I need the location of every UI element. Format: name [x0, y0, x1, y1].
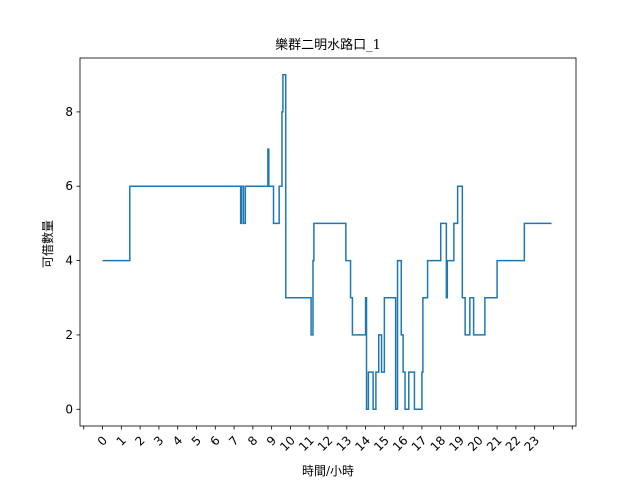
y-tick-label-2: 2	[65, 328, 73, 342]
y-tick-label-0: 0	[65, 402, 73, 416]
y-tick-label-8: 8	[65, 105, 73, 119]
y-axis-label: 可借數量	[41, 220, 55, 268]
x-axis-label: 時間/小時	[302, 464, 354, 478]
y-tick-label-4: 4	[65, 254, 73, 268]
y-tick-label-6: 6	[65, 179, 73, 193]
series-line-0	[102, 73, 552, 411]
chart-title: 樂群二明水路口_1	[275, 37, 381, 53]
